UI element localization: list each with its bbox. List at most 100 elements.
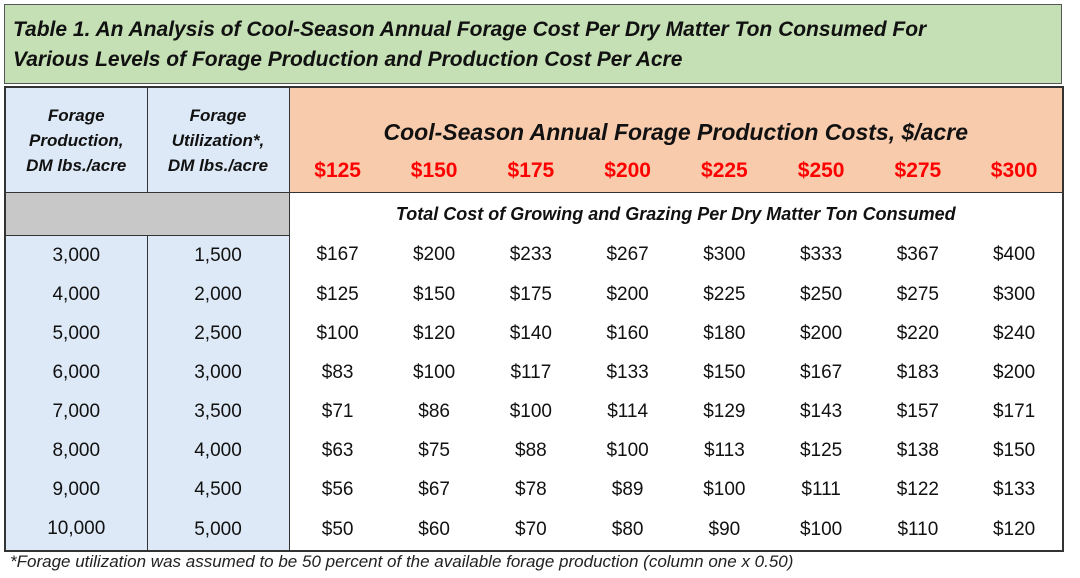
utilization-cell: 3,000 [146,353,290,392]
header-text: Forage [47,105,105,125]
cost-cell: $60 [418,518,450,540]
table-row: 8,000 4,000 $63 $75 $88 $100 $113 $125 $138 $150 [4,431,1063,470]
cost-cell: $225 [703,283,746,305]
cost-cell: $83 [321,361,354,383]
cost-cell: $250 [799,283,843,305]
gray-spacer [5,192,290,236]
table-row: 3,000 1,500 $167 $200 $233 $267 $300 $333 $367 $4… [4,235,1063,275]
table-row: 10,000 5,000 $50 $60 $70 $80 $90 $100 $110 $120 [4,509,1063,551]
cost-cell: $78 [515,478,547,500]
cost-cell: $129 [703,400,746,422]
cost-cell: $110 [897,518,939,540]
cost-cell: $275 [896,283,940,305]
cost-cell: $300 [992,283,1036,305]
cost-cell: $240 [992,322,1036,344]
cost-cell: $100 [606,439,649,461]
cost-cell: $133 [606,361,649,383]
cost-cell: $143 [799,400,843,422]
cost-cell: $300 [703,244,746,266]
forage-cost-table: Forage Production, DM lbs./acre Forage U… [4,86,1064,552]
cost-cell: $100 [316,322,359,344]
cost-cell: $117 [510,361,552,383]
cost-cell: $175 [509,283,553,305]
table-row: 4,000 2,000 $125 $150 $175 $200 $225 $250 $275 $3… [4,275,1063,314]
cost-cell: $200 [799,322,843,344]
price-header: $150 [385,150,483,193]
cost-cell: $157 [896,400,940,422]
price-header: $225 [676,150,773,193]
price-header: $275 [869,150,967,193]
cost-cell: $90 [708,518,741,540]
utilization-cell: 2,000 [146,275,290,314]
header-text: DM lbs./acre [26,155,127,175]
price-header: $250 [772,150,870,193]
footnote: *Forage utilization was assumed to be 50… [10,552,794,571]
header-forage-production: Forage Production, DM lbs./acre [4,87,148,193]
cost-cell: $400 [992,244,1036,266]
cost-cell: $220 [896,322,940,344]
cost-cell: $120 [412,322,456,344]
cost-cell: $125 [316,283,359,305]
production-cell: 3,000 [4,235,148,275]
cost-cell: $183 [896,361,940,383]
cost-cell: $89 [611,478,644,500]
cost-cell: $122 [896,478,940,500]
cost-cell: $133 [992,478,1036,500]
cost-cell: $233 [509,244,553,266]
cost-cell: $71 [321,400,354,422]
cost-cell: $180 [703,322,746,344]
cost-cell: $100 [509,400,553,422]
cost-cell: $100 [412,361,456,383]
cost-cell: $150 [992,439,1036,461]
cost-header-title: Cool-Season Annual Forage Production Cos… [289,87,1063,150]
header-text: Production, [29,130,124,150]
cost-cell: $75 [418,439,450,461]
cost-cell: $167 [799,361,843,383]
production-cell: 10,000 [4,509,148,551]
cost-cell: $140 [509,322,553,344]
cost-cell: $86 [418,400,450,422]
cost-cell: $138 [896,439,940,461]
header-text: DM lbs./acre [167,155,269,175]
utilization-cell: 3,500 [146,392,290,431]
utilization-cell: 4,500 [146,470,290,509]
table-row: 6,000 3,000 $83 $100 $117 $133 $150 $167 $183 $20… [4,353,1063,392]
production-cell: 8,000 [4,431,148,470]
cost-cell: $113 [703,439,745,461]
cost-cell: $333 [799,244,843,266]
header-text: Utilization*, [171,130,265,150]
cost-cell: $100 [703,478,746,500]
title-line-2: Various Levels of Forage Production and … [13,48,683,71]
price-header: $300 [966,150,1063,193]
cost-cell: $100 [799,518,843,540]
table-row: 7,000 3,500 $71 $86 $100 $114 $129 $143 $157 $171 [4,392,1063,431]
production-cell: 9,000 [4,470,148,509]
cost-cell: $200 [992,361,1036,383]
cost-cell: $125 [799,439,843,461]
cost-cell: $367 [896,244,940,266]
table-subtitle: Total Cost of Growing and Grazing Per Dr… [289,192,1063,236]
price-header: $125 [289,150,386,193]
cost-cell: $56 [321,478,354,500]
cost-cell: $111 [801,478,841,500]
utilization-cell: 1,500 [146,235,290,275]
table-row: 9,000 4,500 $56 $67 $78 $89 $100 $111 $122 $133 [4,470,1063,509]
table-title: Table 1. An Analysis of Cool-Season Annu… [4,4,1062,84]
production-cell: 4,000 [4,275,148,314]
cost-cell: $70 [515,518,547,540]
cost-cell: $167 [316,244,359,266]
utilization-cell: 4,000 [146,431,290,470]
utilization-cell: 5,000 [146,509,290,551]
production-cell: 6,000 [4,353,148,392]
cost-cell: $150 [412,283,456,305]
cost-cell: $80 [611,518,644,540]
header-text: Forage [189,105,247,125]
cost-cell: $200 [606,283,649,305]
header-forage-utilization: Forage Utilization*, DM lbs./acre [146,87,290,193]
cost-cell: $200 [412,244,456,266]
table-row: 5,000 2,500 $100 $120 $140 $160 $180 $200 $220 $2… [4,314,1063,353]
cost-cell: $267 [606,244,649,266]
title-line-1: Table 1. An Analysis of Cool-Season Annu… [13,18,927,41]
cost-cell: $120 [992,518,1036,540]
cost-cell: $50 [321,518,354,540]
